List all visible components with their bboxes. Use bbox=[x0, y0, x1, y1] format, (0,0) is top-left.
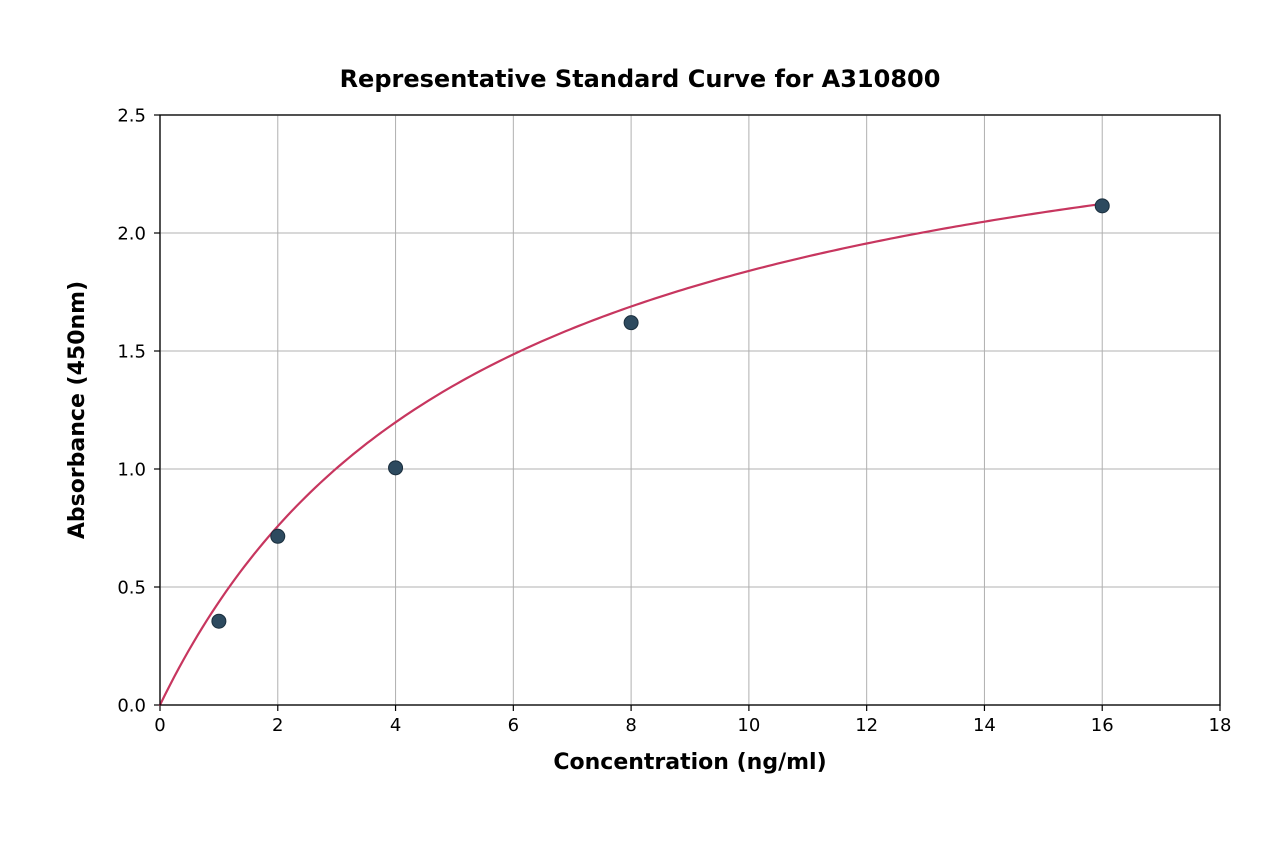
x-tick-label: 18 bbox=[1209, 715, 1232, 736]
chart-container: 0 2 4 6 8 10 12 14 16 18 0.0 0.5 1.0 1.5 2.0 2.5 Repres… bbox=[0, 0, 1280, 845]
y-axis-label: Absorbance (450nm) bbox=[65, 270, 90, 550]
y-tick-label: 1.5 bbox=[117, 341, 146, 362]
data-point bbox=[389, 461, 403, 475]
x-tick-label: 6 bbox=[508, 715, 519, 736]
data-point bbox=[271, 529, 285, 543]
x-tick-label: 0 bbox=[154, 715, 165, 736]
x-tick-label: 2 bbox=[272, 715, 283, 736]
x-tick-label: 14 bbox=[973, 715, 996, 736]
y-tick-label: 0.0 bbox=[117, 695, 146, 716]
y-tick-label: 2.0 bbox=[117, 223, 146, 244]
x-tick-label: 16 bbox=[1091, 715, 1114, 736]
x-axis-label: Concentration (ng/ml) bbox=[540, 750, 840, 775]
x-tick-label: 12 bbox=[855, 715, 878, 736]
x-tick-label: 4 bbox=[390, 715, 401, 736]
plot-border-top bbox=[160, 115, 1220, 705]
y-tick-label: 1.0 bbox=[117, 459, 146, 480]
x-tick-label: 8 bbox=[625, 715, 636, 736]
data-point bbox=[212, 614, 226, 628]
y-tick-label: 0.5 bbox=[117, 577, 146, 598]
data-point bbox=[1095, 199, 1109, 213]
x-tick-label: 10 bbox=[737, 715, 760, 736]
y-tick-label: 2.5 bbox=[117, 105, 146, 126]
data-point bbox=[624, 316, 638, 330]
plot-border bbox=[160, 115, 1220, 705]
chart-title: Representative Standard Curve for A31080… bbox=[0, 65, 1280, 93]
chart-svg: 0 2 4 6 8 10 12 14 16 18 0.0 0.5 1.0 1.5 2.0 2.5 bbox=[0, 0, 1280, 845]
